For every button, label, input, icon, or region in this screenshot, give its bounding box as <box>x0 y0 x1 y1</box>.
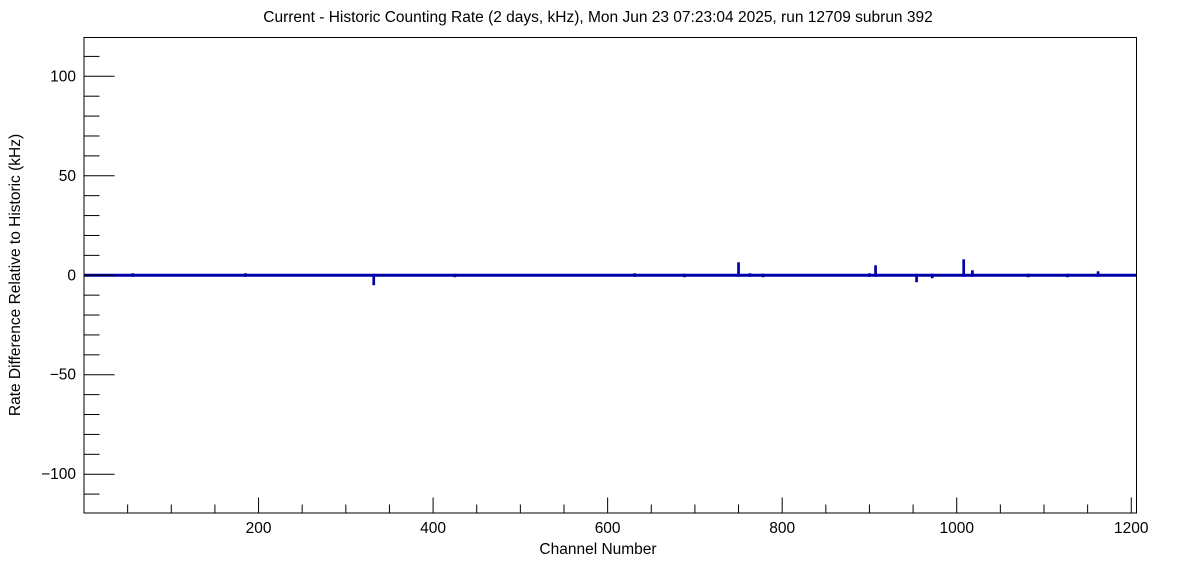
histogram-spike <box>962 259 966 277</box>
y-tick-label: 0 <box>67 267 76 284</box>
x-tick-label: 1200 <box>1114 520 1149 537</box>
x-tick-label: 800 <box>769 520 795 537</box>
histogram-spike <box>915 273 918 283</box>
histogram-spike <box>683 273 686 278</box>
x-tick-label: 600 <box>595 520 621 537</box>
histogram-spike <box>1096 271 1100 277</box>
histogram-spike <box>244 273 247 277</box>
x-tick-label: 200 <box>246 520 272 537</box>
y-tick-label: −100 <box>41 466 76 483</box>
x-axis-title: Channel Number <box>539 541 657 558</box>
x-tick-label: 400 <box>420 520 446 537</box>
histogram-spike <box>1066 273 1069 278</box>
histogram-spike <box>737 262 740 277</box>
y-tick-label: −50 <box>50 367 77 384</box>
histogram-spike <box>971 270 974 277</box>
histogram-spike <box>633 273 637 277</box>
x-tick-label: 1000 <box>939 520 974 537</box>
histogram-spike <box>748 273 752 277</box>
histogram-spike <box>131 273 135 277</box>
histogram-spike <box>372 273 376 286</box>
histogram-spike <box>453 273 457 278</box>
histogram-spike <box>930 273 934 279</box>
plot-title: Current - Historic Counting Rate (2 days… <box>263 9 933 26</box>
y-tick-label: 100 <box>50 68 76 85</box>
histogram-spike <box>1026 273 1030 278</box>
histogram-spike <box>868 273 871 277</box>
y-tick-label: 50 <box>59 168 77 185</box>
histogram-spike <box>874 265 877 277</box>
histogram-spike <box>761 273 765 278</box>
plot-frame <box>83 37 1137 514</box>
